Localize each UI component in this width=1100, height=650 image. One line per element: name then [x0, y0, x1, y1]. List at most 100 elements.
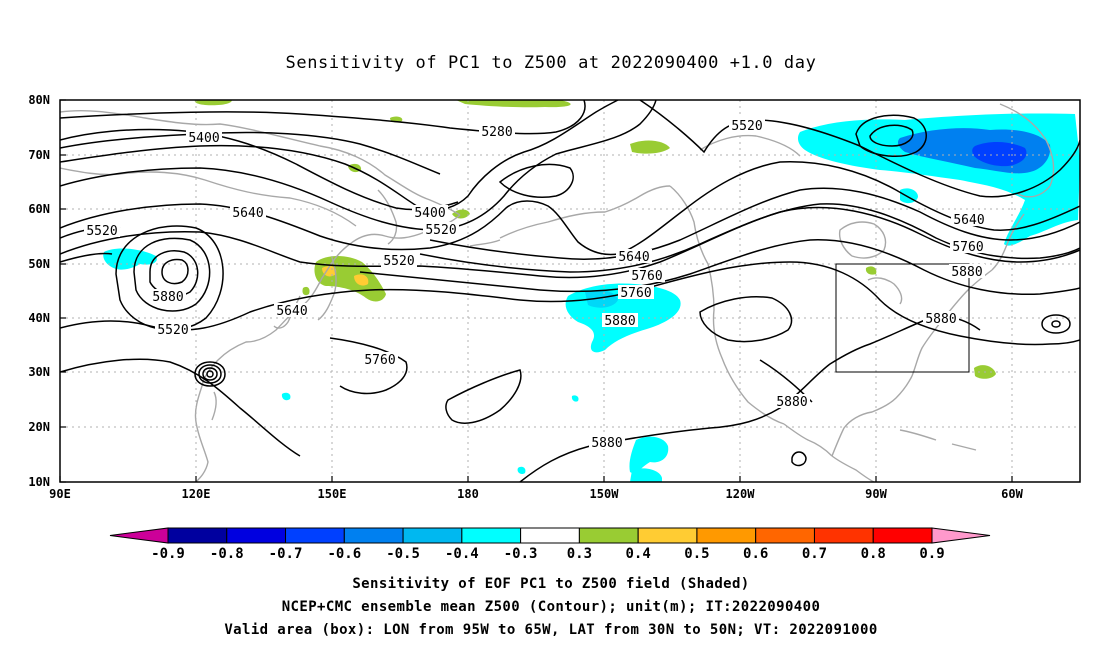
shade-china-cyan	[103, 248, 157, 270]
contour-label-bg	[423, 222, 459, 236]
coast-se-asia	[194, 385, 209, 482]
contour-label-bg	[923, 311, 959, 325]
coast-kamchatka	[377, 189, 398, 245]
contour-label-bg	[381, 253, 417, 267]
contour-label-bg	[274, 303, 310, 317]
contour-5640-mid	[419, 203, 1080, 273]
lon-label: 90E	[49, 487, 71, 501]
coast-mexico	[783, 423, 833, 457]
contour-label: 5520	[425, 223, 456, 238]
lat-label: 30N	[28, 365, 50, 379]
contour-label: 5880	[925, 312, 956, 327]
coast-philippines	[211, 391, 217, 421]
shade-canada-darkblue	[972, 142, 1027, 167]
contour-arctic-ring-2	[855, 114, 927, 158]
coast-asia-east	[201, 214, 461, 387]
contour-typhoon-1	[206, 370, 214, 378]
contour-label-bg	[950, 239, 986, 253]
caption-line-3: Valid area (box): LON from 95W to 65W, L…	[224, 622, 877, 638]
shade-top-green-a	[194, 100, 232, 106]
contour-label: 5640	[953, 213, 984, 228]
colorbar-label: -0.3	[504, 546, 538, 562]
colorbar-label: -0.4	[445, 546, 479, 562]
colorbar-label: 0.6	[743, 546, 768, 562]
coast-asia-interior	[60, 167, 357, 227]
colorbar-swatch	[520, 527, 580, 544]
colorbar-left-arrow	[109, 527, 169, 544]
shade-japan-yellow-a	[322, 266, 337, 277]
contour-5760-a	[60, 206, 1080, 279]
colorbar-swatch	[402, 527, 463, 544]
contour-label-bg	[230, 205, 266, 219]
colorbar-swatch	[167, 527, 228, 544]
coast-canada-east	[991, 213, 1025, 271]
colorbar-label: -0.5	[386, 546, 420, 562]
contour-typhoon-3	[198, 364, 222, 384]
colorbar-label: -0.9	[151, 546, 185, 562]
shade-small-cyan-b	[571, 395, 579, 402]
contour-mexico-ring	[791, 451, 807, 467]
colorbar-swatch	[578, 527, 639, 544]
contour-label: 5880	[951, 265, 982, 280]
contour-label-bg	[616, 249, 652, 263]
contour-5880-c	[329, 337, 408, 395]
colorbar-label: 0.7	[802, 546, 827, 562]
lon-label: 120W	[726, 487, 756, 501]
coast-caribbean	[899, 429, 977, 451]
contour-label-bg	[84, 223, 120, 237]
lat-label: 40N	[28, 311, 50, 325]
lon-label: 180	[457, 487, 479, 501]
contour-arctic-ring	[869, 124, 914, 147]
coast-greenland	[999, 103, 1055, 198]
lon-label: 90W	[865, 487, 887, 501]
contour-low-ring-3	[133, 237, 211, 312]
contour-label-bg	[602, 313, 638, 327]
shade-south-cyan-b	[630, 468, 662, 482]
contour-typhoon-4	[194, 361, 226, 387]
contour-5280-a	[60, 100, 586, 135]
caption-line-1: Sensitivity of EOF PC1 to Z500 field (Sh…	[352, 576, 749, 592]
contour-low-ring-1	[161, 258, 189, 285]
coast-central-am	[831, 455, 875, 482]
shade-small-cyan-c	[517, 466, 526, 475]
shade-arctic-green	[630, 140, 670, 154]
colorbar-swatch	[285, 527, 345, 544]
contour-5880-e	[699, 296, 793, 343]
lat-label: 50N	[28, 257, 50, 271]
coast-alaska	[499, 185, 671, 239]
contour-label-bg	[150, 289, 186, 303]
lat-label: 10N	[28, 475, 50, 489]
coastlines	[60, 103, 1055, 482]
lat-label: 60N	[28, 202, 50, 216]
contour-east-ring-2	[1041, 314, 1071, 334]
contour-label: 5280	[481, 125, 512, 140]
colorbar: -0.9 -0.8 -0.7 -0.6 -0.5 -0.4 -0.3 0.3 0.4 0.5 0.6…	[109, 527, 991, 562]
shade-hudson-green	[865, 266, 877, 275]
contour-label-bg	[951, 212, 987, 226]
contour-low-ring-4	[115, 225, 224, 331]
contour-label: 5760	[631, 269, 662, 284]
contour-5880-d	[445, 369, 522, 424]
contour-label-bg	[618, 285, 654, 299]
contour-label-bg	[412, 205, 448, 219]
contour-labels: 5400 5280 5520 5640 5400 5520 5640 5760 5520 5880…	[84, 118, 987, 451]
contour-5400-low	[498, 163, 574, 198]
shade-japan-yellow-b	[354, 274, 369, 286]
contour-label-bg	[949, 264, 985, 278]
colorbar-swatch	[813, 527, 874, 544]
colorbar-label: 0.5	[684, 546, 709, 562]
contour-label-bg	[774, 394, 810, 408]
contour-label-bg	[479, 124, 515, 138]
contour-label: 5520	[86, 224, 117, 239]
lon-label: 120E	[182, 487, 211, 501]
colorbar-label: 0.3	[567, 546, 592, 562]
shade-top-green-b	[456, 100, 571, 108]
coast-arctic-islands	[699, 134, 801, 157]
coast-japan	[317, 257, 337, 321]
lat-axis: 80N 70N 60N 50N 40N 30N 20N 10N	[28, 93, 66, 489]
contour-label: 5400	[414, 206, 445, 221]
map-area	[60, 100, 1080, 482]
lon-label: 150W	[590, 487, 620, 501]
contour-label: 5520	[383, 254, 414, 269]
